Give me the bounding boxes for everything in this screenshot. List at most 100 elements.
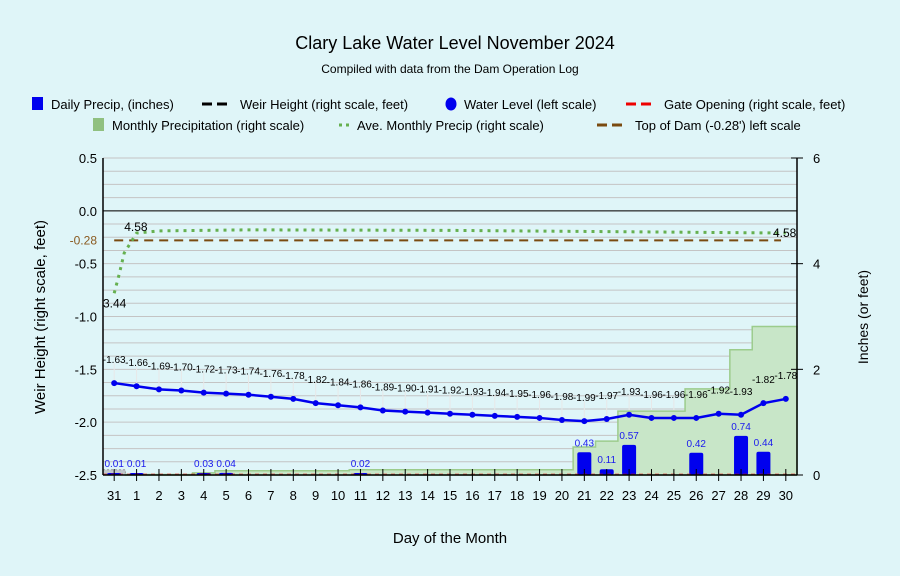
x-tick-label: 22	[599, 488, 613, 503]
x-tick-label: 12	[376, 488, 390, 503]
water-level-point	[447, 410, 453, 417]
water-level-label: -1.96	[640, 390, 663, 401]
x-tick-label: 6	[245, 488, 252, 503]
lines: 3.444.58 4.58-1.63 -1.66 -1.69 -1.70 -1.72 -1.…	[103, 220, 798, 475]
water-level-label: -1.76	[260, 369, 283, 380]
legend-label-level: Water Level (left scale)	[464, 97, 596, 112]
water-level-label: -1.91	[416, 385, 439, 396]
water-level-point	[178, 387, 185, 394]
legend-swatch-level	[445, 97, 457, 111]
water-level-label: -1.78	[282, 371, 305, 382]
legend-label-monthly: Monthly Precipitation (right scale)	[112, 118, 304, 133]
water-level-point	[335, 402, 342, 409]
x-tick-label: 26	[689, 488, 703, 503]
right-tick-label: 6	[813, 151, 820, 166]
water-level-point	[111, 380, 118, 387]
water-level-label: -1.82	[752, 375, 775, 386]
water-level-point	[693, 414, 700, 421]
x-tick-label: 2	[155, 488, 162, 503]
legend-item-weir: Weir Height (right scale, feet)	[202, 97, 408, 112]
x-tick-label: 9	[312, 488, 319, 503]
legend-label-gate: Gate Opening (right scale, feet)	[664, 97, 845, 112]
daily-precip-bar	[734, 435, 749, 475]
legend-label-avg: Ave. Monthly Precip (right scale)	[357, 118, 544, 133]
monthly-precip-series	[124, 325, 798, 476]
daily-precip-label: 0.01	[104, 459, 124, 470]
y-axis-left-label: Weir Height (right scale, feet)	[32, 220, 49, 414]
water-level-point	[760, 400, 767, 407]
legend-item-avg: Ave. Monthly Precip (right scale)	[339, 118, 544, 133]
x-tick-label: 14	[420, 488, 434, 503]
water-level-label: -1.74	[237, 367, 260, 378]
x-tick-label: 5	[223, 488, 230, 503]
x-tick-label: 19	[532, 488, 546, 503]
x-tick-label: 7	[267, 488, 274, 503]
water-level-label: -1.66	[125, 358, 148, 369]
x-axis-label: Day of the Month	[393, 530, 507, 547]
water-level-point	[782, 395, 789, 402]
water-level-label: -1.99	[573, 393, 596, 404]
legend-label-weir: Weir Height (right scale, feet)	[240, 97, 408, 112]
water-level-point	[379, 407, 386, 414]
x-tick-label: 31	[107, 488, 121, 503]
x-tick-label: 10	[331, 488, 345, 503]
daily-precip-label: 0.11	[597, 455, 616, 466]
water-level-label: -1.73	[215, 366, 238, 377]
legend-item-gate: Gate Opening (right scale, feet)	[626, 97, 845, 112]
water-level-label: -1.70	[170, 362, 193, 373]
water-level-label: -1.97	[595, 391, 618, 402]
ave-precip-end-label: 4.58	[773, 226, 797, 240]
x-tick-label: 17	[488, 488, 502, 503]
legend-label-daily: Daily Precip, (inches)	[51, 97, 174, 112]
legend-item-level: Water Level (left scale)	[445, 97, 596, 112]
water-level-point	[648, 414, 655, 421]
x-tick-label: 25	[667, 488, 681, 503]
water-level-point	[469, 411, 476, 418]
water-level-point	[312, 400, 319, 407]
x-tick-label: 18	[510, 488, 524, 503]
x-tick-label: 8	[290, 488, 297, 503]
water-level-point	[267, 393, 274, 400]
daily-precip-label: 0.03	[194, 459, 214, 470]
legend-item-monthly: Monthly Precipitation (right scale)	[93, 118, 304, 133]
water-level-point	[290, 395, 297, 402]
water-level-label: -1.90	[394, 384, 417, 395]
daily-precip-label: 0.02	[351, 459, 371, 470]
legend-item-dam: Top of Dam (-0.28') left scale	[597, 118, 801, 133]
daily-precip-label: 0.42	[687, 439, 707, 450]
legend-swatch-monthly	[93, 118, 104, 131]
legend-label-dam: Top of Dam (-0.28') left scale	[635, 118, 801, 133]
water-level-label: -1.96	[685, 390, 708, 401]
legend: Daily Precip, (inches) Weir Height (right…	[32, 97, 845, 133]
x-tick-label: 29	[756, 488, 770, 503]
water-level-point	[514, 413, 521, 420]
x-tick-label: 16	[465, 488, 479, 503]
water-level-label: -1.95	[506, 389, 529, 400]
chart-title: Clary Lake Water Level November 2024	[295, 33, 614, 53]
x-tick-label: 15	[443, 488, 457, 503]
daily-precip-label: 0.01	[127, 459, 147, 470]
x-tick-label: 28	[734, 488, 748, 503]
legend-swatch-daily	[32, 97, 43, 110]
water-level-point	[424, 409, 431, 416]
water-level-label: -1.69	[148, 361, 171, 372]
water-level-point	[491, 412, 498, 419]
daily-precip-label: 0.04	[216, 459, 236, 470]
ave-precip-plateau-label: 4.58	[124, 220, 148, 234]
right-tick-label: 2	[813, 362, 820, 377]
x-tick-label: 1	[133, 488, 140, 503]
water-level-point	[200, 389, 207, 396]
water-level-point	[715, 410, 722, 417]
daily-precip-label: 0.74	[731, 422, 751, 433]
water-level-point	[223, 390, 230, 397]
water-level-label: -1.92	[439, 386, 462, 397]
water-level-point	[133, 383, 140, 390]
daily-precip-label: 0.57	[619, 431, 639, 442]
daily-precip-bar	[622, 444, 637, 475]
left-tick-label: -2.0	[75, 415, 97, 430]
water-level-label: -1.94	[483, 388, 506, 399]
water-level-label: -1.92	[707, 386, 730, 397]
water-level-label: -1.82	[304, 375, 327, 386]
daily-precip-bar	[689, 452, 704, 475]
